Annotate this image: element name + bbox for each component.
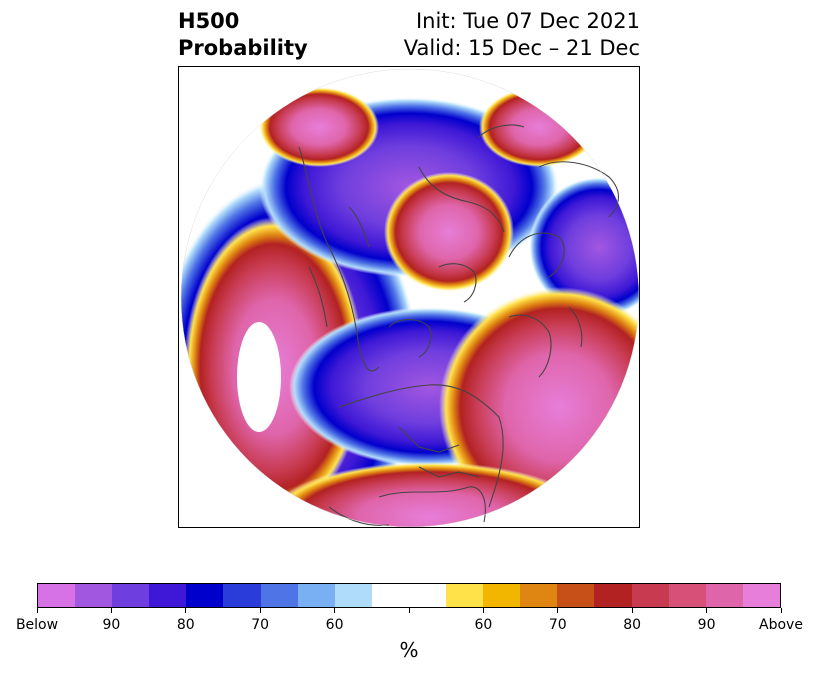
colorbar-tick-label: 60 [325, 617, 344, 633]
colorbar-segment [668, 584, 706, 607]
colorbar-segment [297, 584, 335, 607]
title-product: Probability [178, 36, 308, 60]
colorbar-tick [408, 608, 410, 613]
colorbar-tick-label: 70 [251, 617, 270, 633]
colorbar-segment [631, 584, 669, 607]
colorbar-segment [557, 584, 595, 607]
valid-period: Valid: 15 Dec – 21 Dec [403, 36, 640, 60]
colorbar-segment [38, 584, 76, 607]
init-date: Init: Tue 07 Dec 2021 [415, 9, 640, 33]
colorbar-segment [75, 584, 113, 607]
colorbar-tick-label: 90 [102, 617, 121, 633]
colorbar-segment [446, 584, 484, 607]
colorbar-tick [780, 608, 782, 613]
colorbar-tick-label: Above [759, 617, 803, 633]
colorbar-tick [110, 608, 112, 613]
colorbar-segment [334, 584, 372, 607]
colorbar-tick-label: Below [15, 617, 59, 633]
colorbar-tick [631, 608, 633, 613]
colorbar-segment [705, 584, 743, 607]
colorbar-tick-label: 80 [176, 617, 195, 633]
colorbar-segment [186, 584, 224, 607]
colorbar-tick-label: 80 [623, 617, 642, 633]
map-svg [180, 68, 639, 527]
colorbar-unit: % [399, 638, 419, 662]
colorbar-segment [260, 584, 298, 607]
colorbar-segment [149, 584, 187, 607]
probability-map [178, 66, 640, 528]
colorbar-tick [482, 608, 484, 613]
colorbar-segment [594, 584, 632, 607]
colorbar-segment [371, 584, 447, 607]
title-variable: H500 [178, 9, 240, 33]
colorbar-segment [742, 584, 780, 607]
map-dates: Init: Tue 07 Dec 2021 Valid: 15 Dec – 21… [404, 8, 640, 62]
colorbar [37, 583, 781, 608]
colorbar-tick [334, 608, 336, 613]
map-title: H500 Probability [178, 8, 308, 62]
colorbar-segment [483, 584, 521, 607]
colorbar-tick [259, 608, 261, 613]
colorbar-tick-label: 90 [697, 617, 716, 633]
colorbar-tick [185, 608, 187, 613]
colorbar-segment [223, 584, 261, 607]
colorbar-tick [706, 608, 708, 613]
map-disc-edge [180, 68, 639, 527]
colorbar-tick [557, 608, 559, 613]
colorbar-segment [112, 584, 150, 607]
probability-field [181, 69, 639, 527]
colorbar-segment [520, 584, 558, 607]
colorbar-tick-label: 60 [474, 617, 493, 633]
colorbar-tick-label: 70 [548, 617, 567, 633]
colorbar-tick [36, 608, 38, 613]
